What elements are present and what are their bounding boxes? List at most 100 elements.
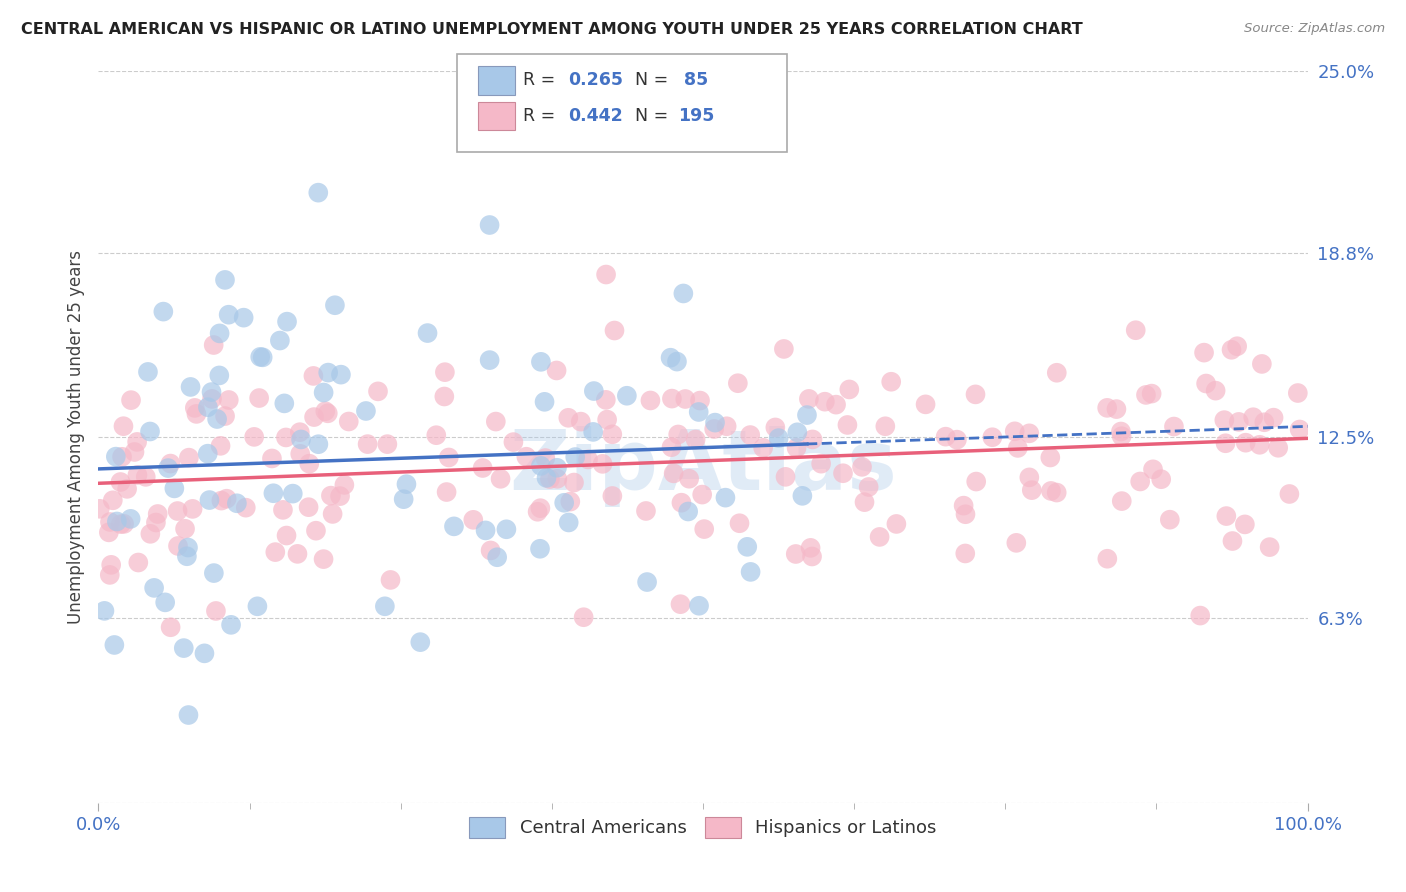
Hispanics or Latinos (97, 525, 120, 540)
Hispanics or Latinos (602, 489, 624, 503)
Hispanics or Latinos (1159, 513, 1181, 527)
Hispanics or Latinos (214, 409, 236, 423)
Hispanics or Latinos (914, 397, 936, 411)
Hispanics or Latinos (288, 425, 311, 440)
Hispanics or Latinos (184, 401, 207, 415)
Hispanics or Latinos (98, 515, 121, 529)
Hispanics or Latinos (127, 434, 149, 449)
Central Americans (354, 404, 377, 418)
Text: 0.265: 0.265 (568, 71, 623, 89)
Hispanics or Latinos (557, 410, 579, 425)
Central Americans (198, 493, 221, 508)
Hispanics or Latinos (1195, 376, 1218, 391)
Hispanics or Latinos (801, 549, 824, 564)
Hispanics or Latinos (1267, 441, 1289, 455)
Hispanics or Latinos (797, 392, 820, 406)
Hispanics or Latinos (690, 487, 713, 501)
Central Americans (582, 384, 605, 398)
Hispanics or Latinos (886, 516, 908, 531)
Hispanics or Latinos (333, 478, 356, 492)
Hispanics or Latinos (209, 439, 232, 453)
Hispanics or Latinos (785, 547, 807, 561)
Text: N =: N = (624, 71, 673, 89)
Hispanics or Latinos (124, 445, 146, 459)
Central Americans (290, 433, 312, 447)
Hispanics or Latinos (1288, 423, 1310, 437)
Hispanics or Latinos (661, 440, 683, 454)
Hispanics or Latinos (1286, 386, 1309, 401)
Hispanics or Latinos (120, 393, 142, 408)
Hispanics or Latinos (305, 524, 328, 538)
Central Americans (329, 368, 352, 382)
Central Americans (193, 646, 215, 660)
Hispanics or Latinos (1150, 472, 1173, 486)
Hispanics or Latinos (689, 393, 711, 408)
Hispanics or Latinos (814, 394, 837, 409)
Hispanics or Latinos (101, 493, 124, 508)
Hispanics or Latinos (640, 393, 662, 408)
Central Americans (659, 351, 682, 365)
Hispanics or Latinos (596, 412, 619, 426)
Central Americans (219, 618, 242, 632)
Hispanics or Latinos (1005, 536, 1028, 550)
Central Americans (103, 638, 125, 652)
Central Americans (688, 405, 710, 419)
Hispanics or Latinos (112, 419, 135, 434)
Central Americans (208, 326, 231, 341)
Hispanics or Latinos (869, 530, 891, 544)
Hispanics or Latinos (380, 573, 402, 587)
Hispanics or Latinos (471, 461, 494, 475)
Central Americans (143, 581, 166, 595)
Central Americans (218, 308, 240, 322)
Hispanics or Latinos (276, 528, 298, 542)
Hispanics or Latinos (297, 500, 319, 515)
Hispanics or Latinos (1039, 483, 1062, 498)
Hispanics or Latinos (1142, 462, 1164, 476)
Hispanics or Latinos (666, 427, 689, 442)
Central Americans (486, 550, 509, 565)
Hispanics or Latinos (1253, 415, 1275, 429)
Hispanics or Latinos (181, 502, 204, 516)
Hispanics or Latinos (786, 441, 808, 455)
Hispanics or Latinos (669, 597, 692, 611)
Hispanics or Latinos (1046, 485, 1069, 500)
Hispanics or Latinos (1111, 429, 1133, 443)
Hispanics or Latinos (1215, 509, 1237, 524)
Hispanics or Latinos (433, 390, 456, 404)
Hispanics or Latinos (851, 459, 873, 474)
Hispanics or Latinos (247, 391, 270, 405)
Central Americans (735, 540, 758, 554)
Hispanics or Latinos (965, 475, 987, 489)
Central Americans (208, 368, 231, 383)
Central Americans (536, 471, 558, 485)
Central Americans (200, 385, 222, 400)
Central Americans (564, 450, 586, 464)
Hispanics or Latinos (127, 468, 149, 483)
Hispanics or Latinos (727, 376, 749, 391)
Central Americans (395, 477, 418, 491)
Hispanics or Latinos (1140, 386, 1163, 401)
Central Americans (416, 326, 439, 340)
Hispanics or Latinos (801, 433, 824, 447)
Hispanics or Latinos (1227, 415, 1250, 429)
Central Americans (676, 504, 699, 518)
Central Americans (786, 425, 808, 440)
Central Americans (374, 599, 396, 614)
Hispanics or Latinos (661, 392, 683, 406)
Hispanics or Latinos (1233, 517, 1256, 532)
Hispanics or Latinos (515, 450, 537, 464)
Hispanics or Latinos (858, 480, 880, 494)
Hispanics or Latinos (146, 507, 169, 521)
Central Americans (796, 408, 818, 422)
Central Americans (197, 401, 219, 415)
Hispanics or Latinos (538, 472, 561, 486)
Text: ZipAtlas: ZipAtlas (509, 425, 897, 507)
Hispanics or Latinos (740, 428, 762, 442)
Hispanics or Latinos (946, 433, 969, 447)
Hispanics or Latinos (1222, 534, 1244, 549)
Hispanics or Latinos (1249, 438, 1271, 452)
Hispanics or Latinos (235, 500, 257, 515)
Hispanics or Latinos (209, 493, 232, 508)
Text: R =: R = (523, 107, 561, 125)
Hispanics or Latinos (260, 451, 283, 466)
